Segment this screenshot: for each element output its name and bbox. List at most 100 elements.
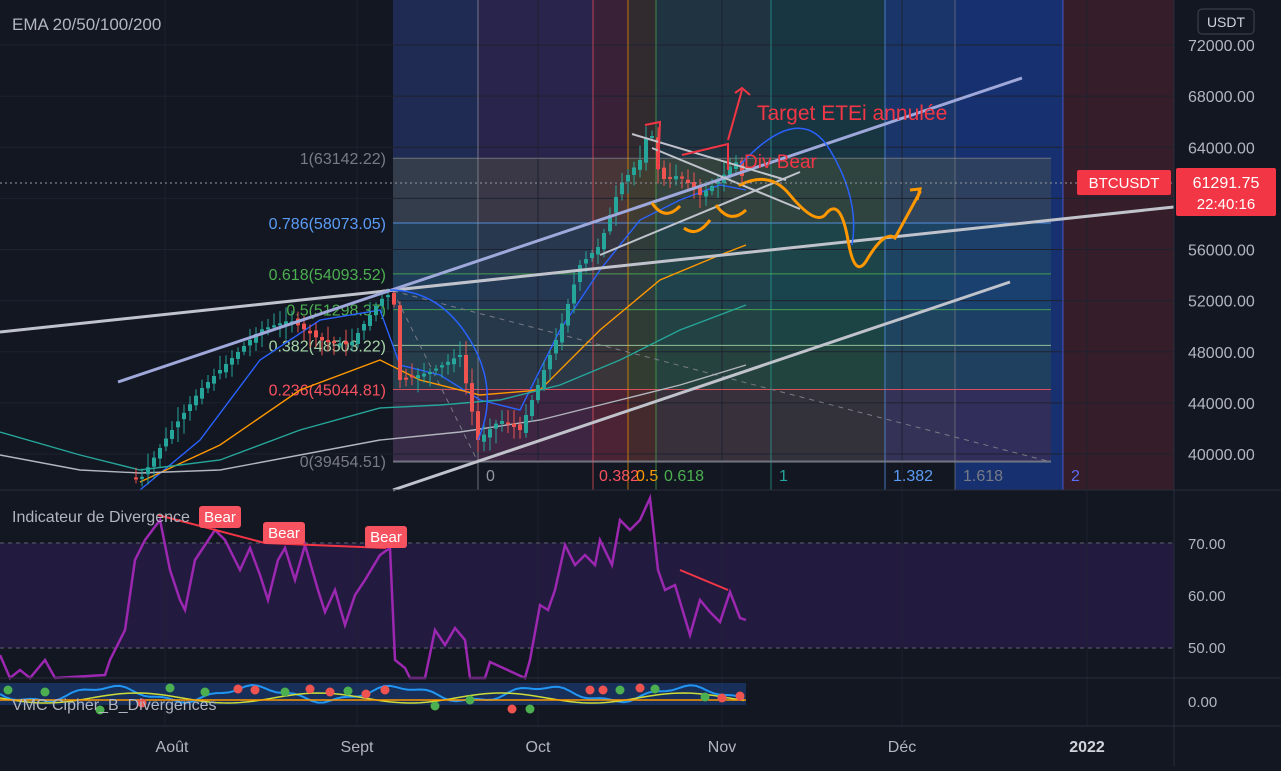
candle-body	[302, 323, 306, 330]
target-arrow	[727, 86, 751, 141]
candle-body	[638, 160, 642, 170]
candle-body	[206, 382, 210, 389]
price-tick-label: 64000.00	[1188, 140, 1255, 157]
channel-line	[599, 171, 801, 256]
wt-signal-dot	[250, 685, 260, 695]
wt-signal-dot	[430, 701, 440, 711]
wt-tick-label: 0.00	[1188, 694, 1217, 711]
candle-body	[170, 430, 174, 439]
arrow-head	[909, 187, 923, 201]
candle-body	[392, 292, 396, 305]
time-tick-label: Nov	[708, 739, 736, 756]
candle-body	[512, 423, 516, 427]
pattern-curve	[683, 219, 712, 234]
candle-body	[368, 315, 372, 326]
price-tick-label: 68000.00	[1188, 89, 1255, 106]
candle-body	[140, 476, 144, 479]
candle-body	[536, 385, 540, 401]
wt-signal-dot	[465, 695, 475, 705]
wt-signal-dot	[735, 691, 745, 701]
divergence-line	[679, 569, 729, 591]
candle-body	[320, 336, 324, 341]
candle-body	[344, 341, 348, 345]
currency-button[interactable]	[1197, 8, 1255, 35]
wt-signal-dot	[40, 687, 50, 697]
time-tick-label: Oct	[526, 739, 551, 756]
ema-200-line	[0, 364, 747, 474]
wt-signal-dot	[280, 687, 290, 697]
candle-body	[176, 421, 180, 428]
candle-body	[602, 233, 606, 250]
wt1-line	[0, 684, 745, 704]
candle-body	[242, 346, 246, 352]
candle-body	[668, 176, 672, 179]
candle-body	[212, 376, 216, 384]
candle-body	[182, 412, 186, 420]
candle-body	[248, 340, 252, 346]
candle-body	[524, 415, 528, 433]
candle-body	[134, 477, 138, 480]
candle-body	[698, 186, 702, 195]
wt-signal-dot	[615, 685, 625, 695]
candle-body	[230, 358, 234, 365]
candle-body	[158, 448, 162, 459]
wt-signal-dot	[700, 692, 710, 702]
candle-body	[440, 365, 444, 368]
candle-body	[218, 370, 222, 374]
candle-body	[614, 197, 618, 213]
wt-signal-dot	[598, 685, 608, 695]
candle-body	[152, 457, 156, 467]
wt-signal-dot	[717, 693, 727, 703]
time-tick-label: Août	[156, 739, 189, 756]
main-pane-title: EMA 20/50/100/200	[12, 15, 161, 34]
currency-label: USDT	[1207, 14, 1246, 30]
candle-body	[224, 364, 228, 373]
fib-level-label: 0.5(51298.37)	[286, 303, 386, 320]
divergence-line	[157, 514, 266, 544]
candle-body	[434, 368, 438, 371]
candle-body	[500, 421, 504, 424]
wt-pane-title: VMC Cipher_B_Divergences	[12, 697, 217, 714]
candle-body	[200, 388, 204, 399]
svg-text:Bear: Bear	[204, 509, 236, 526]
candle-body	[710, 186, 714, 192]
candle-body	[164, 438, 168, 447]
fib-level-label: 0.618(54093.52)	[269, 267, 386, 284]
candle-body	[386, 295, 390, 298]
wt-signal-dot	[525, 704, 535, 714]
price-tick-label: 52000.00	[1188, 294, 1255, 311]
candle-body	[554, 340, 558, 354]
bear-label: Bear	[263, 522, 305, 544]
candle-body	[620, 182, 624, 195]
rsi-tick-label: 60.00	[1188, 588, 1226, 605]
candle-body	[446, 361, 450, 365]
annotation-mark	[681, 142, 729, 170]
candle-body	[404, 377, 408, 380]
fib-zone	[1063, 0, 1174, 490]
fib-level-label: 0.236(45044.81)	[269, 383, 386, 400]
price-tick-label: 56000.00	[1188, 243, 1255, 260]
fib-diagonal	[392, 290, 1052, 463]
candle-body	[338, 343, 342, 346]
candle-body	[626, 175, 630, 182]
candle-body	[308, 330, 312, 334]
candle-body	[506, 422, 510, 425]
fib-zone	[628, 0, 656, 462]
pattern-curve	[714, 204, 748, 218]
candle-body	[374, 306, 378, 315]
candle-body	[632, 167, 636, 175]
fib-level-label: 0.786(58073.05)	[269, 216, 386, 233]
candle-body	[590, 253, 594, 258]
wt-signal-dot	[507, 704, 517, 714]
candle-body	[518, 424, 522, 430]
wt-signal-dot	[325, 687, 335, 697]
candle-body	[650, 136, 654, 138]
fib-level-label: 1(63142.22)	[300, 151, 386, 168]
projected-path	[738, 177, 922, 269]
candle-body	[278, 323, 282, 326]
candle-body	[428, 372, 432, 374]
rsi-pane-title: Indicateur de Divergence	[12, 509, 190, 526]
wt-signal-dot	[165, 683, 175, 693]
